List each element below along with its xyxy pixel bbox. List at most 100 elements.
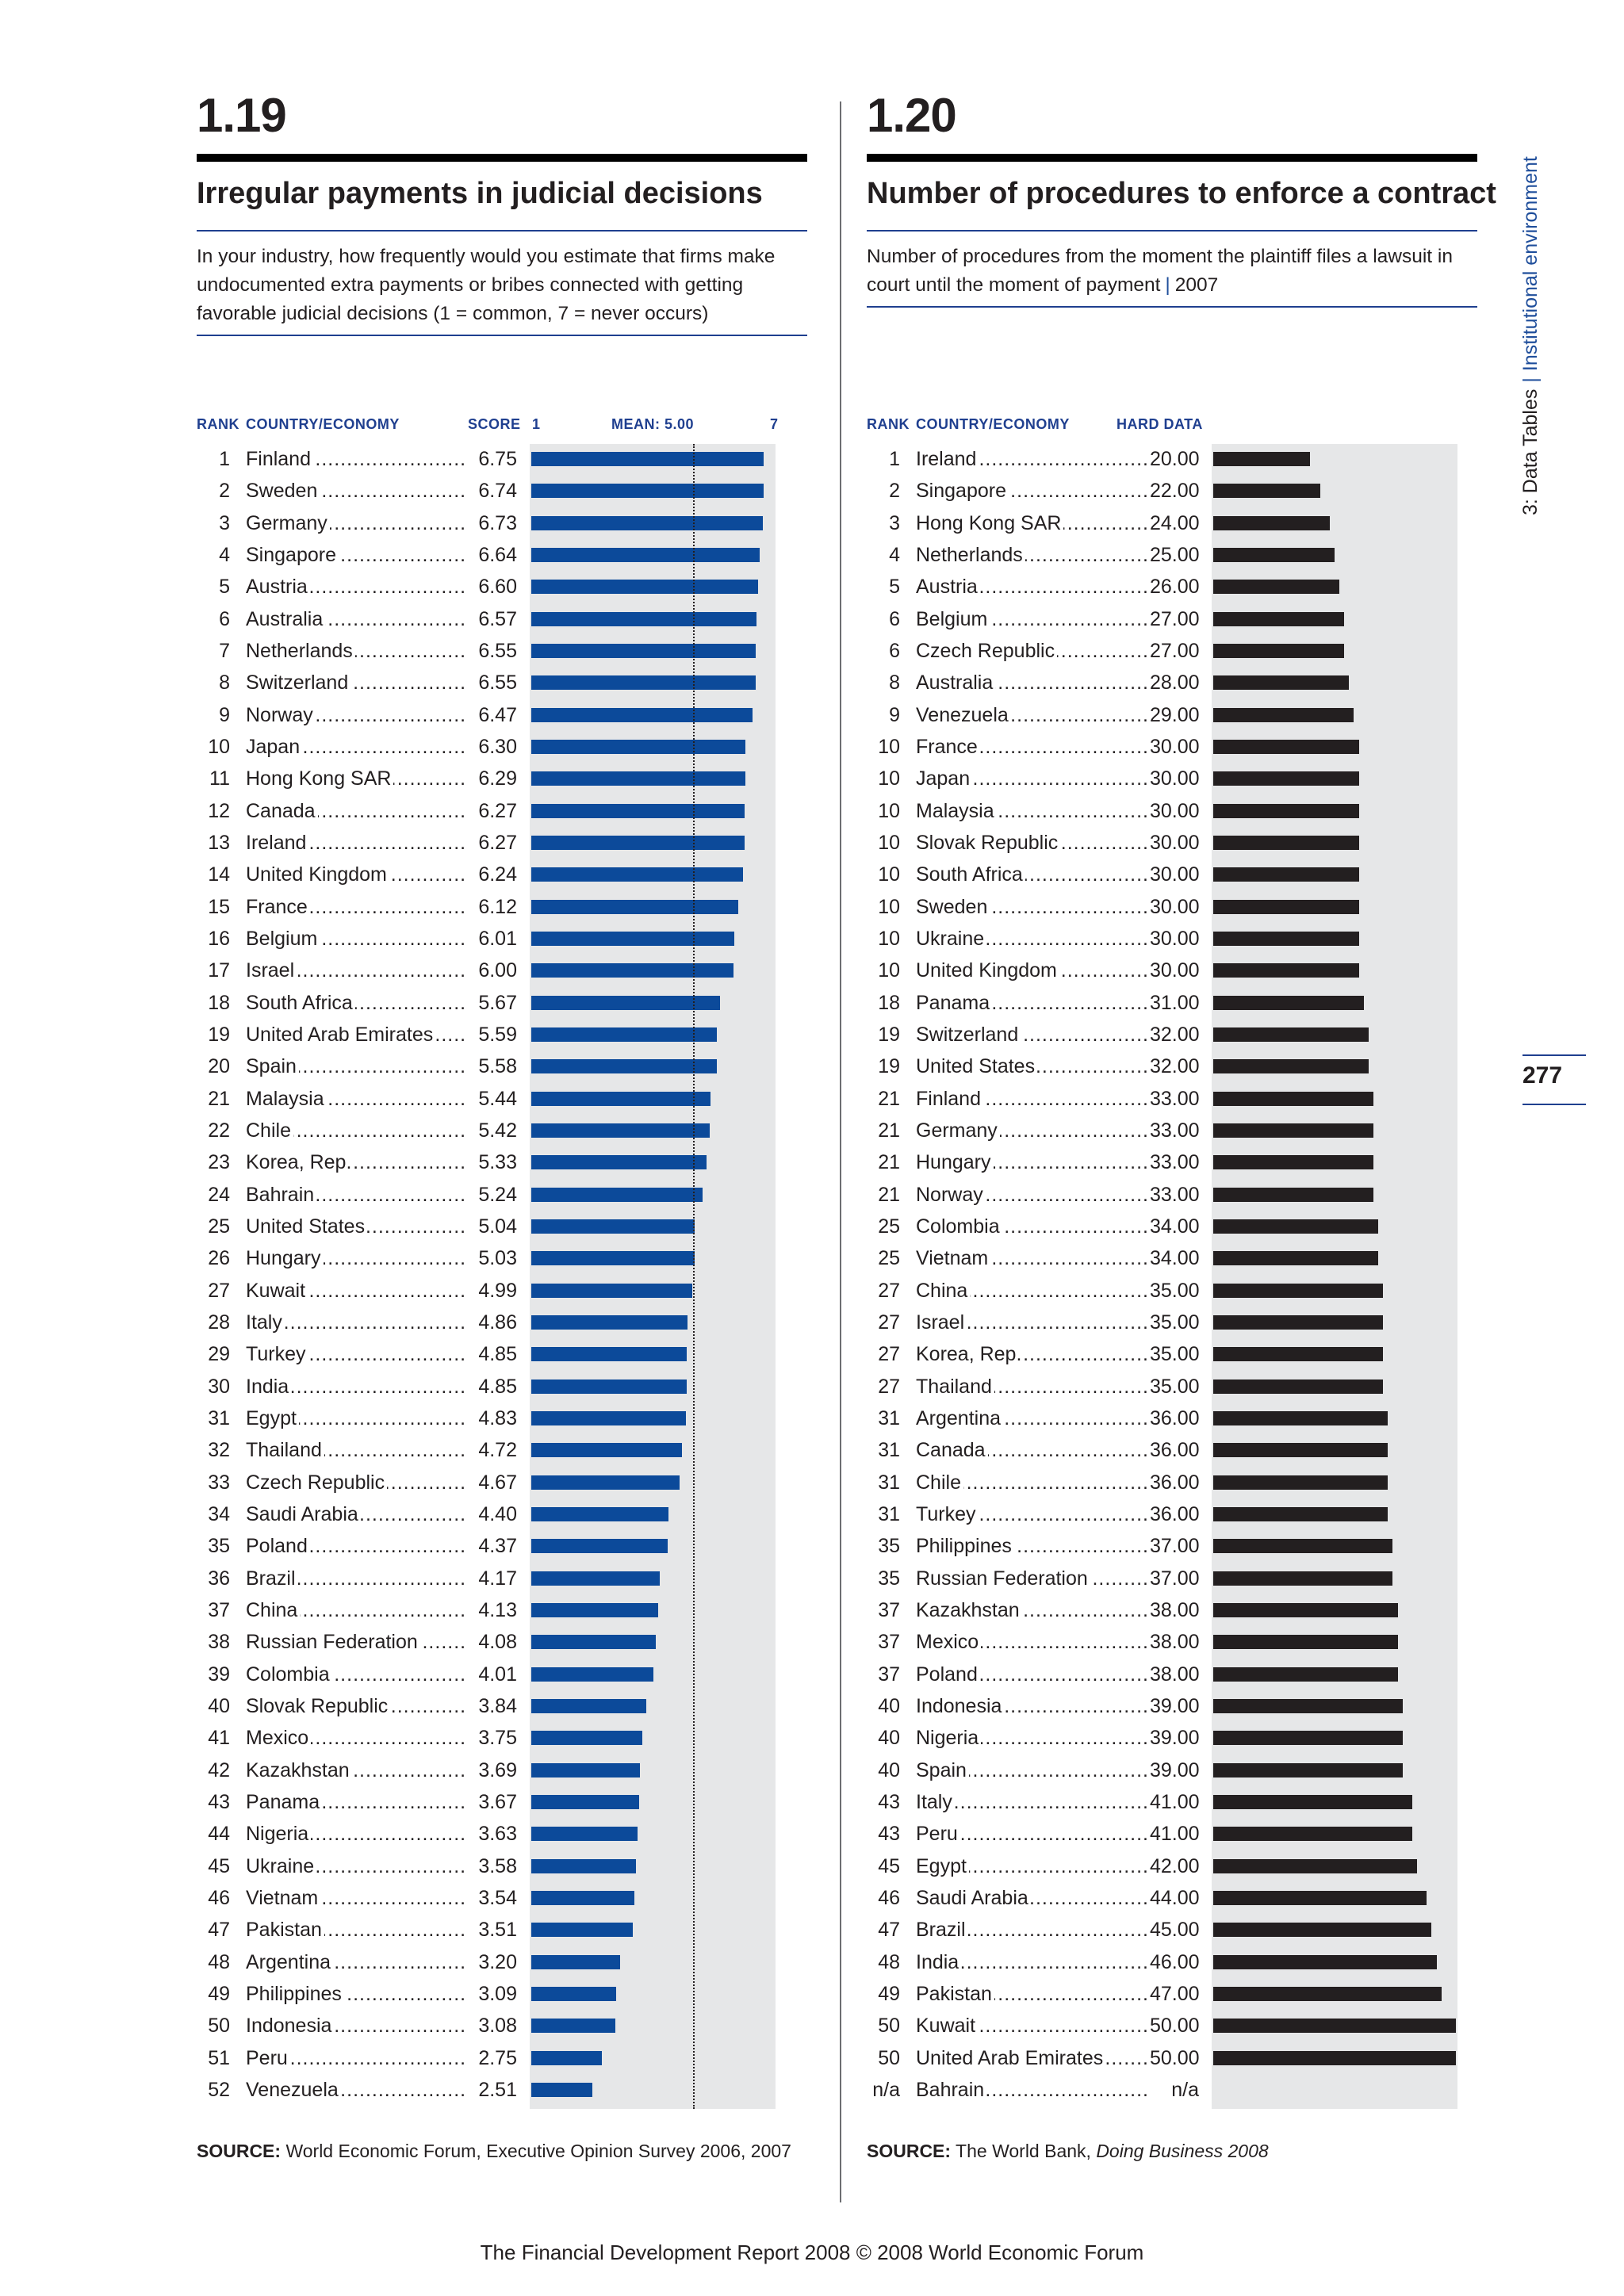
rank-cell: 2 bbox=[219, 480, 230, 503]
data-bar bbox=[1213, 803, 1359, 818]
table-row: 39......................................… bbox=[197, 1658, 517, 1690]
country-name: Kazakhstan bbox=[916, 1598, 1022, 1621]
rank-cell: 48 bbox=[208, 1950, 230, 1973]
country-cell: ........................................… bbox=[916, 1115, 1150, 1146]
value-cell: 3.75 bbox=[468, 1722, 517, 1755]
country-cell: ........................................… bbox=[916, 2074, 1150, 2106]
table-row: 47......................................… bbox=[197, 1914, 517, 1946]
value-cell: 6.60 bbox=[468, 571, 517, 603]
country-cell: ........................................… bbox=[916, 1211, 1150, 1242]
table-row: 28......................................… bbox=[197, 1306, 517, 1338]
rank-cell: 28 bbox=[208, 1311, 230, 1334]
table-row: 24......................................… bbox=[197, 1178, 517, 1211]
country-name: Poland bbox=[246, 1535, 310, 1558]
table-row: 33......................................… bbox=[197, 1466, 517, 1498]
year-label: 2007 bbox=[1174, 274, 1219, 296]
value-cell: 36.00 bbox=[1150, 1434, 1200, 1467]
country-name: Russian Federation bbox=[246, 1631, 420, 1654]
data-bar bbox=[1213, 1698, 1403, 1713]
country-name: Slovak Republic bbox=[916, 831, 1061, 854]
rank-cell: 18 bbox=[208, 991, 230, 1014]
country-name: Indonesia bbox=[246, 2015, 335, 2038]
country-name: Ireland bbox=[916, 448, 979, 470]
rank-cell: 43 bbox=[208, 1790, 230, 1813]
data-bar bbox=[1213, 1379, 1384, 1394]
table-row: 50......................................… bbox=[867, 2042, 1200, 2074]
data-bar bbox=[531, 2082, 592, 2097]
data-bar bbox=[531, 995, 721, 1010]
value-cell: 5.24 bbox=[468, 1178, 517, 1211]
country-name: Hungary bbox=[246, 1247, 324, 1270]
country-name: Switzerland bbox=[246, 672, 351, 695]
rank-cell: 43 bbox=[878, 1823, 900, 1846]
rank-cell: 5 bbox=[889, 576, 900, 599]
section-description: Number of procedures from the moment the… bbox=[867, 243, 1477, 300]
table-row: 31......................................… bbox=[867, 1466, 1200, 1498]
data-bar bbox=[1213, 1539, 1393, 1554]
data-bar bbox=[531, 611, 757, 626]
data-bar bbox=[1213, 899, 1359, 914]
country-cell: ........................................… bbox=[916, 667, 1150, 698]
data-bar bbox=[531, 803, 745, 818]
value-cell: 4.13 bbox=[468, 1594, 517, 1626]
value-cell: 5.59 bbox=[468, 1018, 517, 1050]
section-label: Institutional environment bbox=[1519, 156, 1542, 372]
column-divider bbox=[840, 101, 841, 2202]
table-row: 34......................................… bbox=[197, 1498, 517, 1530]
table-row: 6.......................................… bbox=[197, 603, 517, 635]
source-note: SOURCE: The World Bank, Doing Business 2… bbox=[867, 2141, 1269, 2162]
country-cell: ........................................… bbox=[246, 475, 468, 507]
section-number: 1.20 bbox=[867, 89, 957, 142]
section-rule bbox=[867, 154, 1477, 162]
value-cell: 30.00 bbox=[1150, 859, 1200, 891]
rank-cell: 44 bbox=[208, 1823, 230, 1846]
data-bar bbox=[531, 1155, 707, 1170]
value-cell: 33.00 bbox=[1150, 1178, 1200, 1211]
value-cell: 30.00 bbox=[1150, 826, 1200, 859]
country-cell: ........................................… bbox=[246, 1019, 468, 1050]
data-bar bbox=[531, 867, 744, 882]
country-name: Italy bbox=[246, 1311, 285, 1334]
country-name: Czech Republic bbox=[246, 1471, 388, 1494]
value-cell: 26.00 bbox=[1150, 571, 1200, 603]
country-cell: ........................................… bbox=[246, 1818, 468, 1850]
rank-cell: 9 bbox=[889, 703, 900, 726]
data-bar bbox=[1213, 547, 1335, 562]
rank-cell: 7 bbox=[219, 639, 230, 662]
rank-cell: 13 bbox=[208, 831, 230, 854]
rank-cell: 51 bbox=[208, 2046, 230, 2069]
rank-cell: 48 bbox=[878, 1950, 900, 1973]
country-cell: ........................................… bbox=[246, 1946, 468, 1978]
data-bar bbox=[531, 1379, 688, 1394]
data-bar bbox=[531, 2019, 616, 2034]
rank-cell: 21 bbox=[878, 1151, 900, 1174]
value-cell: 50.00 bbox=[1150, 2010, 1200, 2042]
table-row: 2.......................................… bbox=[197, 475, 517, 507]
rank-cell: 46 bbox=[878, 1886, 900, 1909]
country-cell: ........................................… bbox=[916, 859, 1150, 890]
country-cell: ........................................… bbox=[916, 763, 1150, 794]
value-cell: 38.00 bbox=[1150, 1594, 1200, 1626]
data-bar bbox=[1213, 1827, 1412, 1842]
data-bar bbox=[1213, 1635, 1398, 1650]
value-cell: 31.00 bbox=[1150, 986, 1200, 1019]
section-title: Irregular payments in judicial decisions bbox=[197, 177, 763, 210]
value-cell: 33.00 bbox=[1150, 1114, 1200, 1146]
country-cell: ........................................… bbox=[916, 1755, 1150, 1786]
value-cell: 46.00 bbox=[1150, 1946, 1200, 1978]
table-row: 25......................................… bbox=[197, 1210, 517, 1242]
rank-cell: 25 bbox=[878, 1215, 900, 1238]
data-bar bbox=[1213, 707, 1354, 722]
rank-cell: 10 bbox=[878, 831, 900, 854]
table-row: 50......................................… bbox=[197, 2010, 517, 2042]
country-cell: ........................................… bbox=[246, 923, 468, 955]
table-row: 46......................................… bbox=[197, 1881, 517, 1914]
country-cell: ........................................… bbox=[916, 507, 1150, 539]
country-cell: ........................................… bbox=[916, 1722, 1150, 1754]
value-cell: 6.00 bbox=[468, 955, 517, 987]
table-row: 10......................................… bbox=[867, 955, 1200, 987]
country-name: Belgium bbox=[246, 927, 320, 950]
data-bar bbox=[531, 1283, 693, 1298]
data-bar bbox=[1213, 1059, 1369, 1074]
data-bar bbox=[1213, 1410, 1388, 1425]
